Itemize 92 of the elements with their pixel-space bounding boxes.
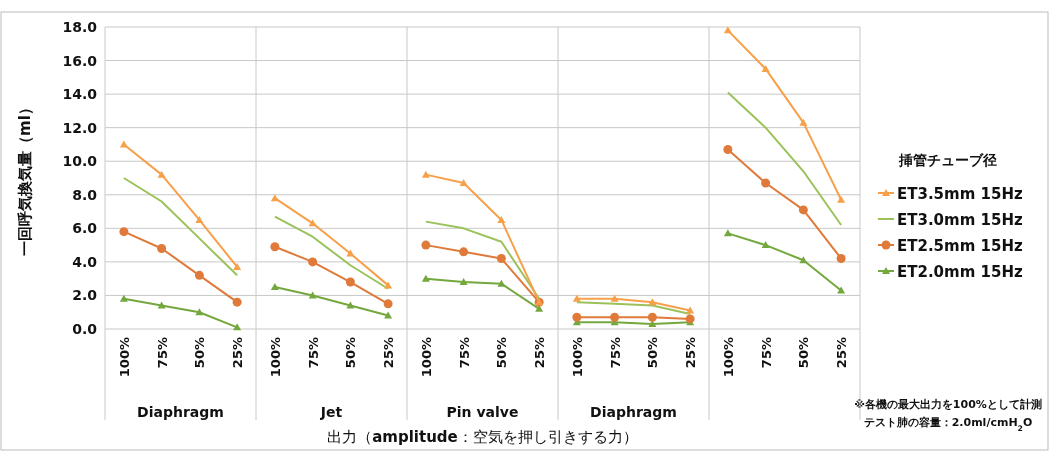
legend-label: ET2.0mm 15Hz <box>897 263 1023 281</box>
point <box>648 298 657 306</box>
x-tick-label: 100% <box>720 337 736 378</box>
x-tick-label: 75% <box>456 337 472 369</box>
point <box>194 270 204 280</box>
point <box>685 314 695 324</box>
point <box>345 277 355 287</box>
x-axis-title: Diaphragm <box>137 404 224 420</box>
point <box>308 257 318 267</box>
y-tick-label: 8.0 <box>72 186 98 203</box>
point <box>383 299 393 309</box>
text: テスト肺の容量：2.0ml/cmH$_{2}$O <box>863 416 1033 433</box>
point <box>119 294 128 302</box>
point <box>195 308 204 316</box>
legend-title: 挿管チューブ径 <box>898 152 997 168</box>
x-tick-label: 50% <box>796 337 812 369</box>
x-tick-label: 100% <box>418 337 434 378</box>
point <box>723 26 732 34</box>
point <box>686 306 695 314</box>
x-tick-label: 100% <box>569 337 585 378</box>
x-tick-label: 25% <box>532 337 548 369</box>
x-tick-label: 50% <box>343 337 359 369</box>
point <box>836 254 846 264</box>
point <box>270 194 279 202</box>
point <box>497 279 506 287</box>
point <box>496 254 506 264</box>
point <box>346 249 355 257</box>
point <box>610 312 620 322</box>
point <box>346 301 355 309</box>
x-tick-label: 100% <box>267 337 283 378</box>
point <box>421 240 431 250</box>
x-tick-label: 75% <box>607 337 623 369</box>
point <box>157 170 166 178</box>
x-tick-label: 75% <box>154 337 170 369</box>
x-tick-label: 50% <box>645 337 661 369</box>
x-tick-label: 75% <box>305 337 321 369</box>
x-tick-label: 25% <box>683 337 699 369</box>
point <box>119 227 129 237</box>
legend-label: ET3.5mm 15Hz <box>897 185 1023 203</box>
point <box>459 278 468 286</box>
point <box>723 144 733 154</box>
line-series <box>122 177 239 277</box>
point <box>270 242 280 252</box>
point <box>837 195 846 203</box>
text: 出力（amplitude：空気を押し引きする力） <box>327 428 638 446</box>
x-axis-title: Pin valve <box>446 404 519 420</box>
text: ※各機の最大出力を100%として計測 <box>854 398 1042 411</box>
x-tick-label: 75% <box>758 337 774 369</box>
x-axis-title: Jet <box>319 404 343 420</box>
x-tick-label: 100% <box>116 337 132 378</box>
x-tick-label: 25% <box>230 337 246 369</box>
x-tick-label: 50% <box>192 337 208 369</box>
point <box>761 64 770 72</box>
point <box>798 205 808 215</box>
point <box>421 274 430 282</box>
point <box>459 247 469 257</box>
legend-label: ET3.0mm 15Hz <box>897 211 1023 229</box>
point <box>799 256 808 264</box>
point <box>157 301 166 309</box>
y-tick-label: 10.0 <box>62 153 98 170</box>
y-tick-label: 16.0 <box>62 52 98 69</box>
y-tick-label: 14.0 <box>62 86 98 103</box>
point <box>195 215 204 223</box>
point <box>723 229 732 237</box>
point <box>157 243 167 253</box>
x-tick-label: 50% <box>494 337 510 369</box>
legend-label: ET2.5mm 15Hz <box>897 237 1023 255</box>
x-tick-label: 25% <box>834 337 850 369</box>
x-tick-label: 25% <box>381 337 397 369</box>
point <box>270 283 279 291</box>
point <box>610 294 619 302</box>
point <box>572 312 582 322</box>
point <box>233 262 242 270</box>
point <box>497 215 506 223</box>
point <box>799 118 808 126</box>
y-tick-label: 0.0 <box>72 321 98 337</box>
point <box>459 179 468 187</box>
y-tick-label: 2.0 <box>72 287 98 304</box>
x-axis-title: Diaphragm <box>590 404 677 420</box>
point <box>572 294 581 302</box>
y-axis-title: 一回呼気換気量（ml） <box>16 100 34 256</box>
y-tick-label: 4.0 <box>72 253 98 270</box>
point <box>384 311 393 319</box>
y-tick-label: 18.0 <box>62 19 98 35</box>
point <box>761 178 771 188</box>
point <box>761 241 770 249</box>
point <box>647 312 657 322</box>
y-tick-label: 6.0 <box>72 220 98 237</box>
point <box>232 297 242 307</box>
point <box>233 323 242 331</box>
y-tick-label: 12.0 <box>62 119 98 136</box>
point <box>421 170 430 178</box>
